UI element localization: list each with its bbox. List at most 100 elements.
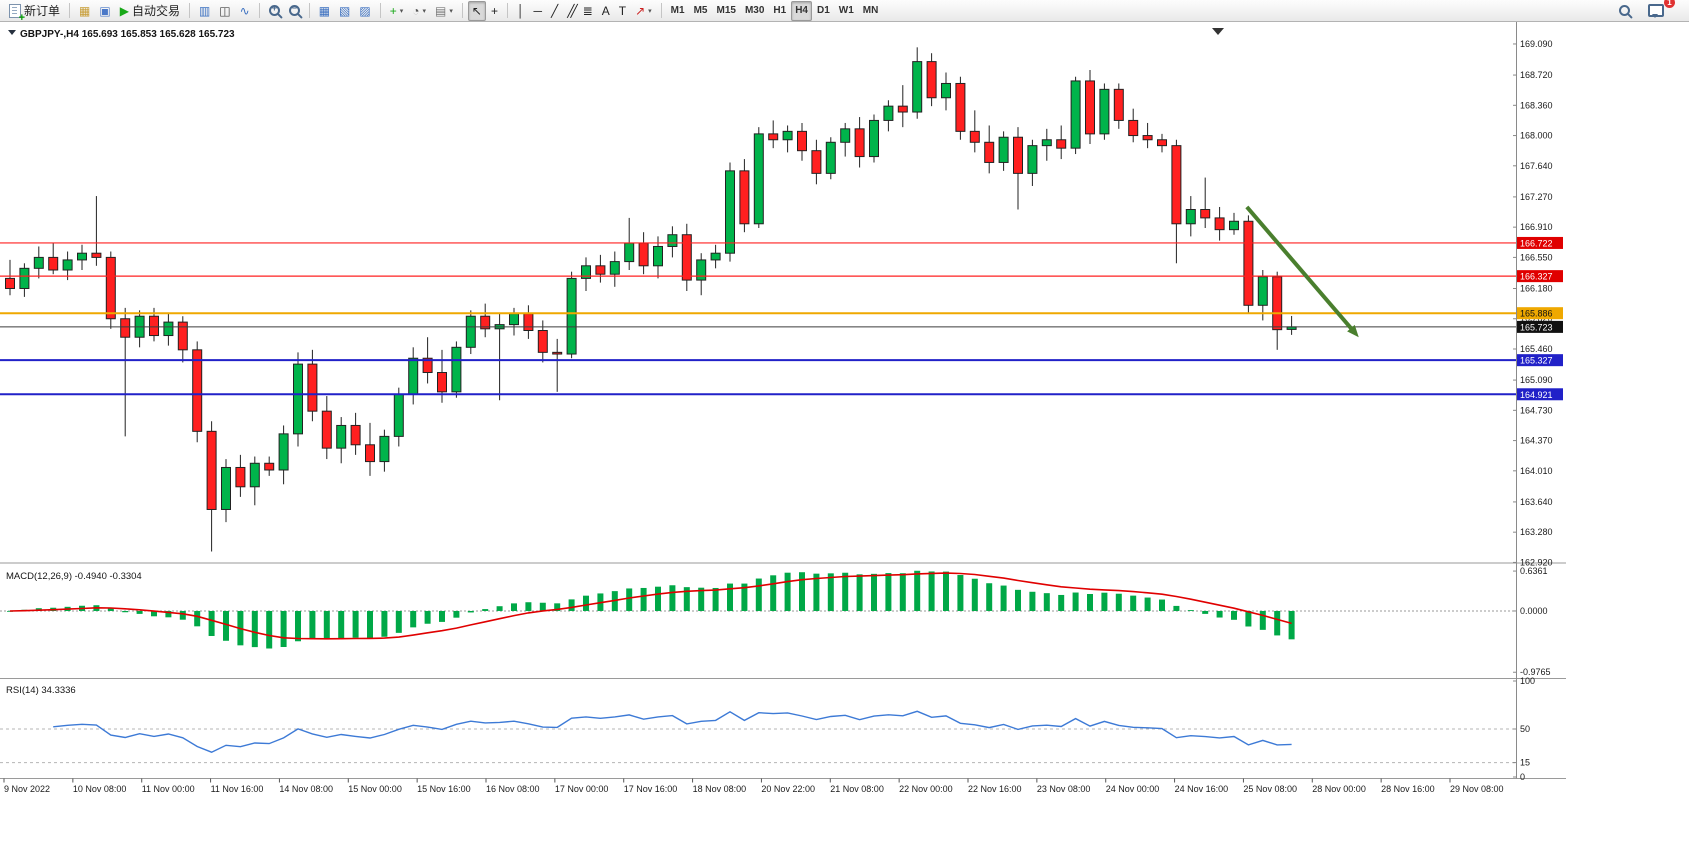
bar-chart-button[interactable]: ▥: [195, 1, 214, 21]
channel-button[interactable]: ╱╱: [563, 1, 578, 21]
zoom-in-button[interactable]: [265, 1, 284, 21]
timeframe-w1-button[interactable]: W1: [835, 1, 858, 21]
text-label-button[interactable]: T: [615, 1, 630, 21]
textT-icon: T: [618, 3, 627, 18]
candle-down: [120, 318, 131, 338]
macd-histogram-bar: [712, 587, 719, 611]
macd-histogram-bar: [381, 610, 388, 637]
chart-canvas[interactable]: 169.090 168.720 168.360 168.000 167.640 167.2…: [0, 22, 1689, 860]
chart-window[interactable]: GBPJPY-,H4 165.693 165.853 165.628 165.7…: [0, 22, 1689, 860]
rsi-label: RSI(14) 34.3336: [6, 685, 76, 696]
time-tick-label: 29 Nov 08:00: [1450, 784, 1504, 794]
timeframe-m5-button-label: M5: [693, 5, 708, 16]
vertical-line-button[interactable]: │: [513, 1, 529, 21]
horizontal-line-button[interactable]: ─: [529, 1, 546, 21]
fibo-icon: ≣: [582, 3, 593, 18]
support-line-upper-badge: [1517, 354, 1563, 367]
macd-histogram-bar: [439, 610, 445, 622]
candle-up: [1099, 88, 1110, 135]
price-tick-label: 165.460: [1520, 344, 1553, 354]
candle-down: [91, 252, 102, 258]
trend-arrow[interactable]: [1245, 205, 1359, 338]
candle-down: [926, 61, 937, 99]
macd-histogram-bar: [986, 583, 993, 611]
macd-histogram-bar: [525, 602, 532, 611]
plus-icon: +: [389, 3, 397, 18]
price-tick-label: 167.640: [1520, 161, 1553, 171]
candle-down: [1157, 139, 1167, 147]
candle-down: [1171, 145, 1182, 225]
toolbar-separator: [379, 3, 381, 18]
dropdown-arrow-icon[interactable]: ▾: [399, 7, 404, 15]
dropdown-arrow-icon[interactable]: ▾: [449, 7, 453, 15]
timeframe-m30-button-label: M30: [744, 5, 765, 16]
candlestick-chart-button[interactable]: ◫: [215, 1, 234, 21]
templates-button[interactable]: ▤ ▾: [431, 1, 457, 21]
candle-down: [681, 234, 692, 281]
support-line-lower-badge: [1517, 388, 1563, 401]
text-button[interactable]: A: [598, 1, 614, 21]
cursor-button[interactable]: ↖: [467, 0, 486, 21]
candle-down: [984, 141, 995, 163]
candle-up: [1257, 276, 1268, 306]
chart-shift-marker[interactable]: [1212, 28, 1224, 35]
candle-down: [350, 424, 361, 446]
candle-down: [595, 265, 606, 275]
candle-down: [537, 330, 548, 353]
candle-down: [1243, 220, 1254, 306]
add-indicator-button[interactable]: + ▾: [386, 1, 408, 21]
candle-down: [1200, 209, 1211, 219]
candle-down: [321, 410, 332, 449]
macd-histogram-bar: [1216, 610, 1223, 618]
cursor-icon: ↖: [471, 3, 482, 18]
macd-histogram-bar: [251, 610, 258, 648]
line-chart-button[interactable]: ∿: [236, 1, 254, 21]
price-tick-label: 163.640: [1520, 497, 1553, 507]
crosshair-button[interactable]: +: [487, 1, 502, 21]
zoom-out-button[interactable]: [285, 1, 304, 21]
candle-down: [638, 242, 649, 267]
arrows-button[interactable]: ↗ ▾: [631, 1, 656, 21]
macd-histogram-bar: [957, 575, 964, 611]
candle-up: [1185, 209, 1196, 225]
macd-scale-label: -0.9765: [1520, 667, 1551, 677]
trend-arrow-line[interactable]: [1245, 205, 1356, 333]
symbol-marker-icon: [8, 29, 16, 39]
timeframe-m1-button[interactable]: M1: [667, 1, 689, 21]
candle-up: [221, 466, 231, 510]
timeframe-h4-button[interactable]: H4: [791, 0, 812, 21]
notifications-button[interactable]: 1: [1644, 0, 1675, 21]
candle-down: [235, 466, 246, 488]
dropdown-arrow-icon[interactable]: ▾: [422, 7, 427, 15]
autotrading-button[interactable]: ▶ 自动交易: [116, 1, 184, 21]
toolbar-separator: [258, 3, 260, 18]
macd-histogram-bar: [295, 610, 301, 642]
timeframe-m15-button[interactable]: M15: [712, 1, 739, 21]
time-tick-label: 22 Nov 16:00: [968, 784, 1022, 794]
tile-windows-button[interactable]: ▦: [315, 1, 334, 21]
timeframe-mn-button[interactable]: MN: [859, 1, 883, 21]
macd-histogram-bar: [136, 610, 143, 614]
macd-histogram-bar: [424, 610, 431, 624]
charts-panel-button[interactable]: ▦: [75, 1, 94, 21]
trendline-button[interactable]: ╱: [547, 1, 562, 21]
periods-button[interactable]: ◔ ▾: [408, 1, 430, 21]
macd-histogram-bar: [568, 599, 575, 611]
search-button[interactable]: [1615, 1, 1634, 21]
fibonacci-button[interactable]: ≣: [579, 1, 597, 21]
timeframe-h1-button[interactable]: H1: [769, 1, 790, 21]
macd-histogram-bar: [1245, 610, 1252, 627]
indicator-window-button[interactable]: ▧: [335, 1, 354, 21]
macd-histogram-bar: [842, 572, 849, 611]
timeframe-m30-button[interactable]: M30: [741, 1, 768, 21]
dropdown-arrow-icon[interactable]: ▾: [648, 7, 652, 15]
profiles-button[interactable]: ▣: [95, 1, 114, 21]
timeframe-m5-button[interactable]: M5: [690, 1, 712, 21]
timeframe-d1-button[interactable]: D1: [813, 1, 834, 21]
macd-histogram-bar: [453, 610, 460, 618]
new-order-button[interactable]: 新订单: [5, 1, 64, 24]
chart-list-button[interactable]: ▨: [355, 1, 374, 21]
time-tick-label: 22 Nov 00:00: [899, 784, 953, 794]
macd-histogram-bar: [885, 573, 892, 611]
